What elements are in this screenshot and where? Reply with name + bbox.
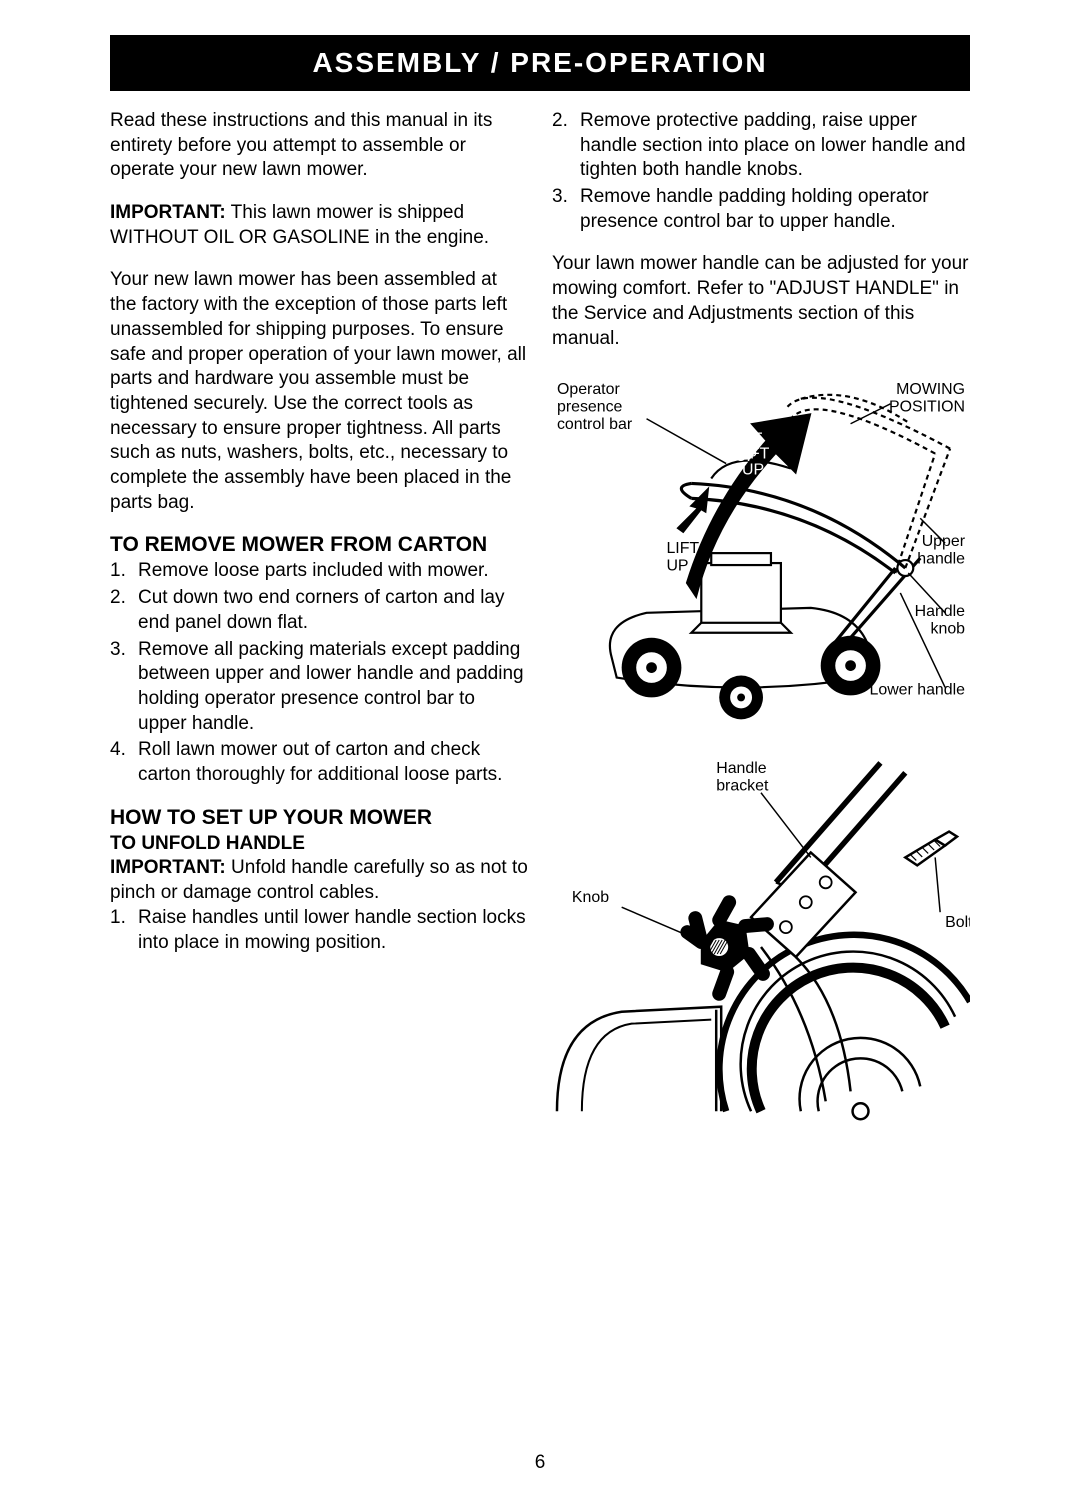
mower-svg: Operatorpresencecontrol bar MOWINGPOSITIO… xyxy=(552,369,970,737)
important-oil-note: IMPORTANT: This lawn mower is shipped WI… xyxy=(110,201,528,250)
svg-text:POSITION: POSITION xyxy=(889,399,965,416)
unfold-important: IMPORTANT: Unfold handle carefully so as… xyxy=(110,856,528,905)
svg-text:LIFT: LIFT xyxy=(737,446,770,463)
svg-text:UP: UP xyxy=(666,558,688,575)
intro-paragraph: Read these instructions and this manual … xyxy=(110,109,528,183)
svg-text:UP: UP xyxy=(742,462,764,479)
list-item: Remove all packing materials except padd… xyxy=(110,638,528,737)
important-label: IMPORTANT: xyxy=(110,202,226,223)
page-number: 6 xyxy=(0,1452,1080,1474)
svg-text:Upper: Upper xyxy=(922,533,966,550)
svg-text:Handle: Handle xyxy=(915,603,966,620)
list-item: Remove loose parts included with mower. xyxy=(110,559,528,584)
list-item: Remove handle padding holding operator p… xyxy=(552,185,970,234)
unfold-list: Raise handles until lower handle section… xyxy=(110,906,528,955)
svg-text:presence: presence xyxy=(557,399,623,416)
list-item: Remove protective padding, raise upper h… xyxy=(552,109,970,183)
svg-text:Lower handle: Lower handle xyxy=(870,682,966,699)
mower-figure: Operatorpresencecontrol bar MOWINGPOSITIO… xyxy=(552,369,970,737)
unfold-important-label: IMPORTANT: xyxy=(110,857,226,878)
adjust-paragraph: Your lawn mower handle can be adjusted f… xyxy=(552,252,970,351)
svg-text:Operator: Operator xyxy=(557,381,620,398)
unfold-heading: TO UNFOLD HANDLE xyxy=(110,832,528,857)
factory-paragraph: Your new lawn mower has been assembled a… xyxy=(110,268,528,515)
list-item: Raise handles until lower handle section… xyxy=(110,906,528,955)
list-item: Roll lawn mower out of carton and check … xyxy=(110,738,528,787)
svg-text:Knob: Knob xyxy=(572,890,609,907)
svg-text:bracket: bracket xyxy=(716,778,769,795)
left-column: Read these instructions and this manual … xyxy=(110,109,528,1122)
remove-carton-heading: TO REMOVE MOWER FROM CARTON xyxy=(110,533,528,557)
svg-text:LIFT: LIFT xyxy=(666,540,699,557)
section-banner: ASSEMBLY / PRE-OPERATION xyxy=(110,35,970,91)
svg-text:control bar: control bar xyxy=(557,416,633,433)
svg-text:MOWING: MOWING xyxy=(896,381,965,398)
svg-text:Bolt: Bolt xyxy=(945,915,970,932)
right-steps-list: Remove protective padding, raise upper h… xyxy=(552,109,970,234)
right-column: Remove protective padding, raise upper h… xyxy=(552,109,970,1122)
bracket-svg: Handlebracket Knob Bolt xyxy=(552,743,970,1121)
svg-text:handle: handle xyxy=(917,551,965,568)
two-column-layout: Read these instructions and this manual … xyxy=(110,109,970,1122)
bracket-figure: Handlebracket Knob Bolt xyxy=(552,743,970,1121)
remove-carton-list: Remove loose parts included with mower.C… xyxy=(110,559,528,787)
list-item: Cut down two end corners of carton and l… xyxy=(110,586,528,635)
svg-text:knob: knob xyxy=(931,621,966,638)
svg-text:Handle: Handle xyxy=(716,760,767,777)
setup-heading: HOW TO SET UP YOUR MOWER xyxy=(110,806,528,830)
